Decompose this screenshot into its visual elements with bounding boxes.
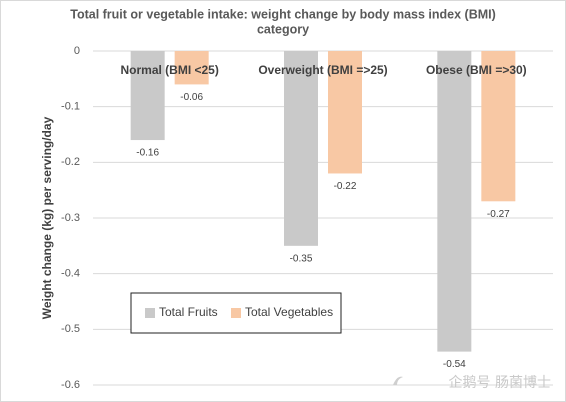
data-label: -0.27: [487, 209, 510, 220]
bars: [130, 51, 516, 352]
chart-title: Total fruit or vegetable intake: weight …: [70, 7, 496, 36]
y-tick-label: -0.3: [61, 212, 80, 224]
y-tick-label: -0.1: [61, 101, 80, 113]
data-label: -0.54: [443, 359, 466, 370]
y-tick-label: 0: [74, 45, 80, 57]
legend-swatch: [145, 308, 155, 318]
legend-label: Total Fruits: [159, 305, 218, 319]
y-tick-labels: 0 -0.1 -0.2 -0.3 -0.4 -0.5 -0.6: [61, 45, 80, 391]
watermark-text: 企鹅号 肠菌博士: [449, 374, 551, 391]
category-label: Normal (BMI <25): [120, 63, 218, 77]
y-tick-label: -0.5: [61, 323, 80, 335]
bar-fruits: [130, 51, 165, 141]
y-axis-label-group: Weight change (kg) per serving/day: [40, 116, 54, 319]
data-label: -0.06: [180, 92, 203, 103]
y-tick-label: -0.2: [61, 156, 80, 168]
y-axis-label: Weight change (kg) per serving/day: [40, 116, 54, 319]
watermark-logo-icon: [393, 376, 403, 385]
y-tick-label: -0.6: [61, 379, 80, 391]
bar-fruits: [437, 51, 472, 352]
bar-fruits: [284, 51, 318, 246]
bar-vegetables: [481, 51, 516, 202]
bar-vegetables: [174, 51, 209, 85]
category-label: Obese (BMI =>30): [426, 63, 527, 77]
legend: Total Fruits Total Vegetables: [130, 292, 342, 334]
chart-title-line: Total fruit or vegetable intake: weight …: [70, 7, 496, 21]
data-label: -0.22: [334, 181, 357, 192]
data-labels: -0.16 -0.06 -0.35 -0.22 -0.54 -0.27: [136, 92, 510, 370]
data-label: -0.35: [290, 253, 313, 264]
legend-swatch: [231, 308, 241, 318]
legend-label: Total Vegetables: [245, 305, 333, 319]
bar-vegetables: [328, 51, 362, 174]
data-label: -0.16: [136, 148, 159, 159]
category-label: Overweight (BMI =>25): [258, 63, 387, 77]
y-tick-label: -0.4: [61, 268, 80, 280]
category-labels: Normal (BMI <25) Overweight (BMI =>25) Obe…: [120, 63, 526, 77]
watermark: 企鹅号 肠菌博士: [393, 374, 551, 391]
chart-title-line: category: [257, 22, 309, 36]
